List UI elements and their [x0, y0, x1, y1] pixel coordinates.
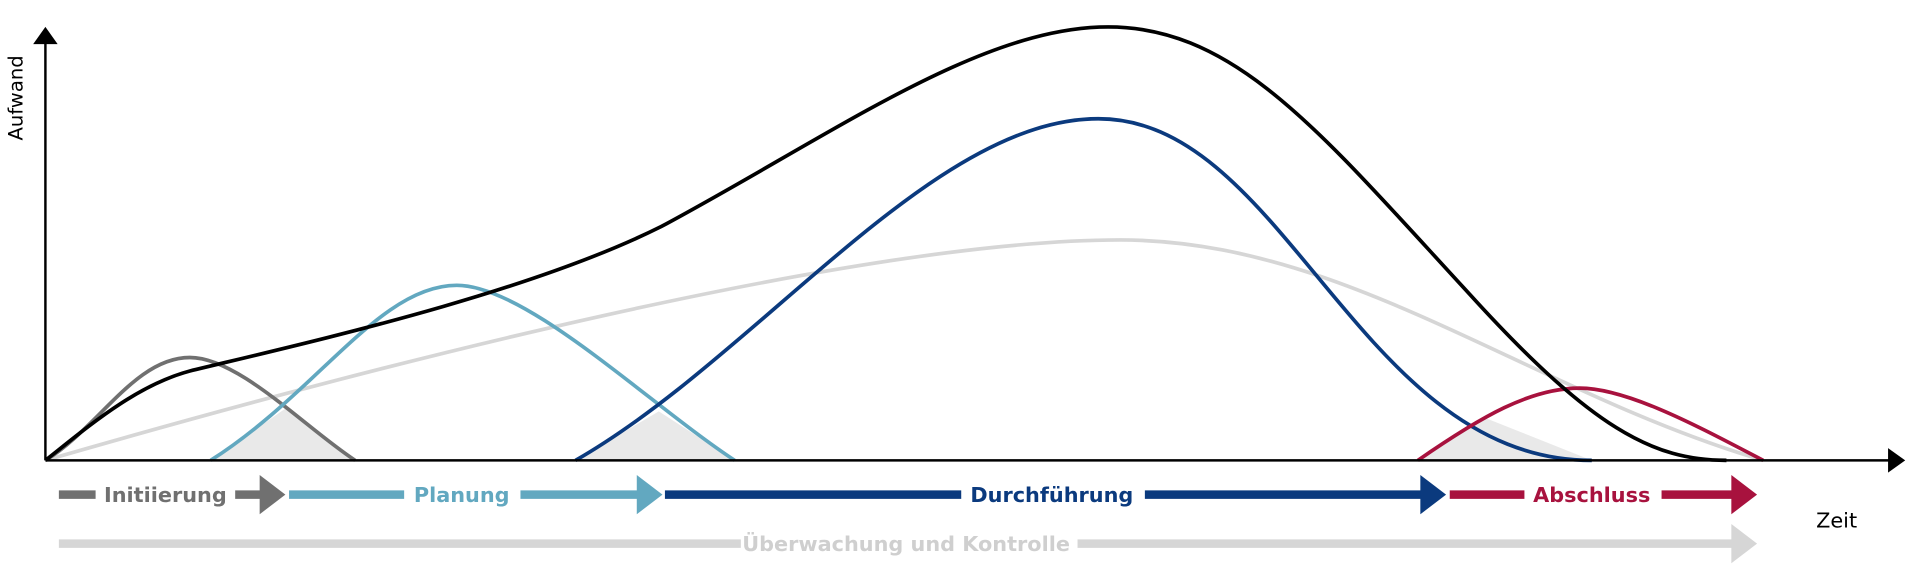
total-effort-curve [44, 25, 1727, 463]
phase-arrowhead [1731, 475, 1758, 515]
overlap [575, 411, 735, 461]
overlap [1417, 417, 1592, 461]
x-axis-label: Zeit [1816, 509, 1857, 533]
phase-arrowhead [636, 475, 663, 515]
phase-label: Durchführung [970, 483, 1133, 507]
monitoring-label: Überwachung und Kontrolle [742, 531, 1070, 556]
closing-curve [1416, 386, 1765, 462]
x-axis-arrow [1888, 448, 1906, 473]
overlaps [210, 407, 1592, 461]
execution-curve [574, 116, 1592, 463]
planning-curve [209, 283, 736, 462]
phase-arrowhead [1420, 475, 1447, 515]
phase-label: Initiierung [104, 483, 227, 507]
y-axis-label: Aufwand [5, 55, 28, 140]
phase-label: Abschluss [1533, 483, 1650, 507]
monitoring-curve [44, 238, 1764, 463]
y-axis-arrow [33, 26, 58, 45]
monitoring-arrowhead [1731, 524, 1758, 564]
phase-arrowhead [259, 475, 286, 515]
phase-label: Planung [414, 483, 510, 507]
overlap [210, 407, 356, 461]
